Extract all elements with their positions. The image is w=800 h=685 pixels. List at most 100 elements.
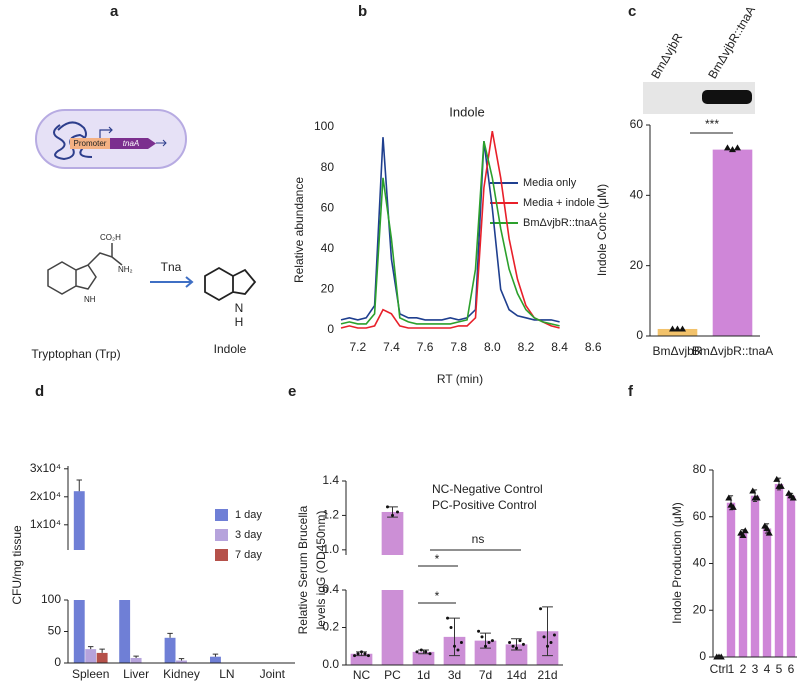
y-axis-label: Relative Serum Brucella <box>296 505 310 634</box>
panel-label: f <box>628 383 634 400</box>
data-point <box>396 510 399 514</box>
data-point <box>360 650 363 654</box>
data-point <box>549 641 553 644</box>
bar <box>738 533 748 657</box>
legend-swatch <box>215 549 228 561</box>
data-point <box>515 646 518 650</box>
error-bar <box>178 658 185 661</box>
data-point <box>724 144 731 151</box>
annotation: PC-Positive Control <box>432 498 537 512</box>
x-tick-label: BmΔvjbR <box>652 344 702 358</box>
y-tick-label: 1.0 <box>322 542 339 556</box>
x-tick-label: 2 <box>740 662 747 676</box>
y-tick-label: 60 <box>630 117 644 131</box>
indole-n-label: N <box>235 301 244 315</box>
annotation: NC-Negative Control <box>432 482 543 496</box>
error-bar <box>99 648 105 653</box>
x-tick-label: BmΔvjbR::tnaA <box>692 344 773 358</box>
x-tick-label: Kidney <box>163 667 200 681</box>
data-point <box>521 642 525 646</box>
x-tick-label: 3 <box>752 662 759 676</box>
data-point <box>477 629 481 633</box>
bar <box>657 328 698 336</box>
y-tick-label: 20 <box>693 602 707 616</box>
data-point <box>356 652 360 656</box>
x-tick-label: 7d <box>479 668 492 682</box>
annotation: *** <box>705 117 719 131</box>
enzyme-label: Tna <box>161 260 182 274</box>
x-tick-label: 6 <box>788 662 795 676</box>
data-point <box>729 503 737 510</box>
x-tick-label: 7.8 <box>450 340 467 354</box>
x-tick-label: NC <box>353 668 371 682</box>
x-tick-label: 3d <box>448 668 461 682</box>
legend-label: Media only <box>523 177 577 189</box>
y-tick-label: 40 <box>321 241 335 255</box>
bar <box>85 649 97 663</box>
trp-nh-label: NH <box>84 295 96 304</box>
data-point <box>749 487 757 494</box>
data-point <box>753 494 761 501</box>
diagram: Promoter tnaA CO₂H NH₂ NH Tna N H Trypto… <box>31 109 257 361</box>
y-tick-label: 50 <box>48 624 62 638</box>
gene-box <box>110 138 156 149</box>
x-tick-label: 8.2 <box>518 340 535 354</box>
data-point <box>449 626 453 629</box>
data-point <box>353 654 357 658</box>
legend-label: 7 day <box>235 549 262 561</box>
x-tick-label: 8.4 <box>551 340 568 354</box>
y-axis-label: Indole Conc (μM) <box>595 184 609 276</box>
blot-label: BmΔvjbR::tnaA <box>705 4 758 81</box>
data-point <box>763 524 771 531</box>
bar <box>210 656 221 663</box>
legend-label: 1 day <box>235 509 262 521</box>
y-tick-label: 3x10⁴ <box>30 461 61 475</box>
y-tick-label: 60 <box>693 509 707 523</box>
data-point <box>741 527 749 534</box>
x-tick-label: 7.2 <box>349 340 366 354</box>
x-tick-label: 5 <box>776 662 783 676</box>
annotation: * <box>435 589 440 603</box>
legend-label: Media + indole <box>523 197 595 209</box>
co2h-label: CO₂H <box>100 233 121 242</box>
panel-label: b <box>358 3 367 20</box>
line-series <box>340 130 560 329</box>
x-tick-label: 7.4 <box>383 340 400 354</box>
data-point <box>739 531 747 538</box>
y-tick-label: 1.4 <box>322 473 339 487</box>
x-tick-label: 7.6 <box>417 340 434 354</box>
y-tick-label: 1x10⁴ <box>30 517 61 531</box>
bar <box>726 502 736 657</box>
error-bar <box>167 632 173 638</box>
data-point <box>446 616 450 620</box>
x-tick-label: 8.0 <box>484 340 501 354</box>
y-tick-label: 40 <box>630 188 644 202</box>
y-tick-label: 2x10⁴ <box>30 489 61 503</box>
indole-h-label: H <box>235 315 244 329</box>
x-tick-label: 1 <box>728 662 735 676</box>
bar <box>712 149 753 336</box>
y-tick-label: 0.2 <box>322 620 339 634</box>
data-point <box>511 644 515 648</box>
bar <box>164 637 176 663</box>
data-point <box>456 648 460 652</box>
panel-label: e <box>288 383 296 400</box>
y-tick-label: 80 <box>321 160 335 174</box>
panel-label: a <box>110 3 119 20</box>
y-tick-label: 40 <box>693 556 707 570</box>
line-series <box>340 141 560 327</box>
data-point <box>669 325 676 332</box>
promoter-arrow <box>99 126 113 138</box>
error-bar <box>449 617 460 657</box>
data-point <box>518 639 522 643</box>
data-point <box>419 648 423 652</box>
y-tick-label: 0 <box>699 649 706 663</box>
substrate-label: Tryptophan (Trp) <box>31 347 120 361</box>
data-point <box>424 650 428 654</box>
y-axis-label: Indole Production (μM) <box>670 502 684 624</box>
line-series <box>340 137 560 323</box>
data-point <box>453 644 456 648</box>
y-tick-label: 1.2 <box>322 508 339 522</box>
error-bar <box>76 479 82 492</box>
data-point <box>487 641 491 644</box>
